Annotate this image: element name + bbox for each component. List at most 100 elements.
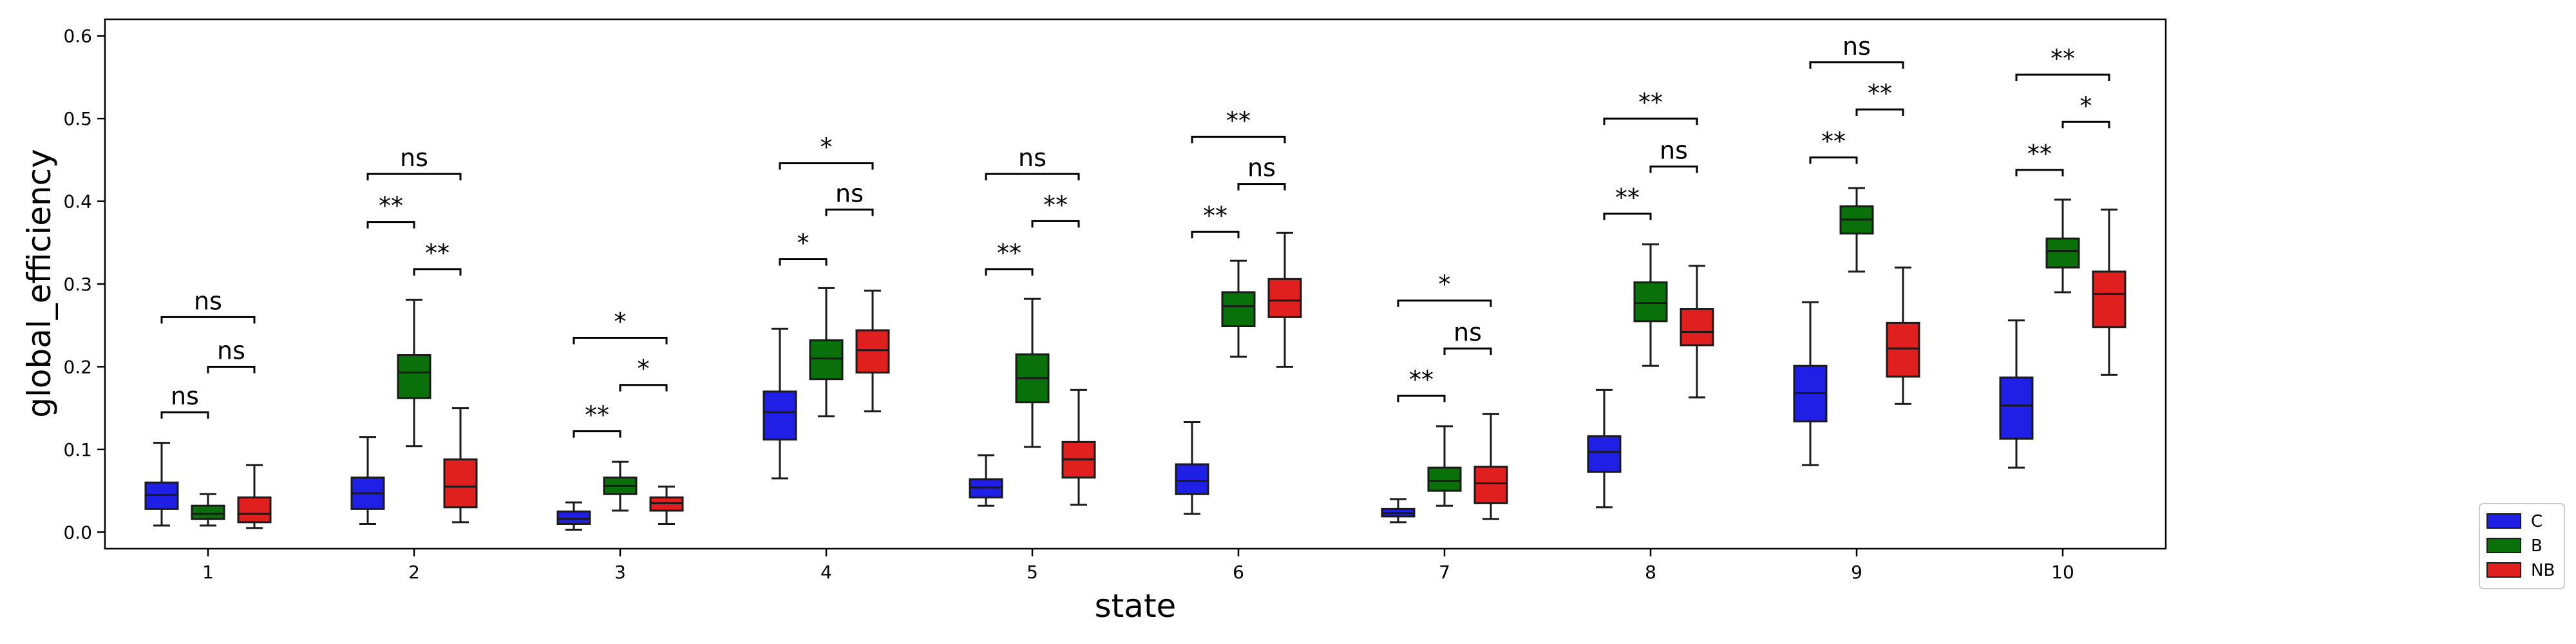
box-body <box>397 354 431 399</box>
box-nb-state-8 <box>1680 265 1714 399</box>
legend-swatch-nb <box>2486 562 2521 578</box>
x-tick-label: 7 <box>1439 562 1450 583</box>
significance-bracket: * <box>573 307 668 345</box>
box-nb-state-10 <box>2092 208 2126 376</box>
box-nb-state-9 <box>1886 266 1920 405</box>
significance-bracket: ** <box>1855 79 1904 116</box>
bracket-line <box>1649 166 1698 173</box>
bracket-line <box>1809 156 1858 164</box>
bracket-line <box>573 336 668 345</box>
bracket-line <box>779 258 828 266</box>
significance-bracket: ns <box>1237 154 1286 191</box>
box-nb-state-5 <box>1061 388 1096 506</box>
significance-label: ns <box>1842 32 1871 61</box>
significance-bracket: ns <box>1649 137 1698 173</box>
significance-label: ns <box>835 179 864 207</box>
bracket-line <box>160 411 209 419</box>
box-c-state-7 <box>1381 498 1416 524</box>
significance-label: ns <box>194 287 222 315</box>
significance-bracket: ** <box>1809 127 1858 164</box>
significance-bracket: ns <box>207 336 256 374</box>
box-body <box>762 390 797 440</box>
significance-label: ** <box>1821 127 1846 155</box>
bracket-line <box>985 173 1080 181</box>
y-axis-label: global_efficiency <box>21 149 58 418</box>
significance-bracket: ** <box>1031 191 1080 228</box>
plot-frame <box>104 18 2167 550</box>
box-nb-state-6 <box>1267 231 1302 368</box>
significance-label: ** <box>997 239 1021 267</box>
box-body <box>443 458 478 509</box>
significance-bracket: ** <box>1603 88 1698 126</box>
bracket-line <box>366 173 462 181</box>
box-c-state-9 <box>1793 301 1828 466</box>
box-b-state-2 <box>397 298 431 448</box>
significance-label: ns <box>171 382 199 410</box>
significance-label: ** <box>1409 365 1434 393</box>
y-tick-label: 0.2 <box>63 356 92 377</box>
bracket-line <box>619 384 668 392</box>
significance-label: ** <box>1203 202 1227 230</box>
significance-label: ** <box>585 401 609 430</box>
y-tick-label: 0.6 <box>63 26 92 47</box>
significance-label: * <box>2080 91 2092 120</box>
box-b-state-10 <box>2045 198 2080 294</box>
bracket-line <box>1809 61 1904 69</box>
box-b-state-3 <box>603 460 638 512</box>
box-body <box>1175 463 1209 495</box>
box-b-state-6 <box>1221 260 1256 358</box>
significance-bracket: ns <box>160 287 256 324</box>
significance-bracket: ** <box>1397 365 1446 402</box>
significance-bracket: * <box>2061 91 2110 129</box>
bracket-line <box>985 268 1034 276</box>
significance-label: ns <box>1660 137 1688 165</box>
significance-label: * <box>614 307 627 336</box>
box-body <box>2092 270 2126 328</box>
box-body <box>1267 278 1302 318</box>
bracket-line <box>2015 73 2110 82</box>
box-c-state-6 <box>1175 421 1209 515</box>
significance-label: ** <box>425 239 450 267</box>
significance-label: ** <box>379 192 403 220</box>
x-tick-label: 6 <box>1233 562 1244 583</box>
box-b-state-1 <box>191 493 225 527</box>
significance-bracket: ** <box>2015 140 2064 176</box>
significance-label: * <box>638 355 650 383</box>
box-body <box>237 496 272 524</box>
box-c-state-5 <box>969 454 1003 507</box>
significance-label: ** <box>1226 106 1251 135</box>
significance-label: ns <box>1247 154 1276 182</box>
y-tick-label: 0.4 <box>63 191 92 213</box>
significance-label: ** <box>1868 79 1892 108</box>
significance-bracket: ns <box>825 179 874 216</box>
significance-bracket: * <box>1397 270 1492 307</box>
bracket-line <box>1855 108 1904 116</box>
y-axis: 0.0 0.1 0.2 0.3 0.4 0.5 0.6 <box>63 26 105 543</box>
legend-label: B <box>2531 536 2543 556</box>
box-body <box>1221 291 1256 328</box>
x-tick-label: 8 <box>1645 562 1656 583</box>
significance-bracket: ** <box>413 239 462 276</box>
box-series <box>144 187 2126 531</box>
bracket-line <box>1443 347 1492 355</box>
significance-bracket: ** <box>1191 106 1286 144</box>
significance-label: ns <box>400 144 428 172</box>
legend-label: NB <box>2531 561 2555 580</box>
significance-bracket: ** <box>1603 184 1652 220</box>
box-body <box>1680 308 1714 346</box>
box-body <box>1886 321 1920 378</box>
box-nb-state-7 <box>1473 413 1508 520</box>
x-tick-label: 5 <box>1027 562 1038 583</box>
bracket-line <box>413 268 462 276</box>
significance-bracket: ns <box>1443 318 1492 355</box>
box-b-state-4 <box>809 287 844 417</box>
box-body <box>1427 466 1462 492</box>
y-tick-label: 0.1 <box>63 439 92 460</box>
legend-swatch-c <box>2486 513 2521 529</box>
bracket-line <box>825 208 874 216</box>
significance-bracket: ns <box>1809 32 1904 69</box>
legend: CB NB <box>2479 503 2565 589</box>
bracket-line <box>779 162 874 170</box>
x-tick-label: 9 <box>1851 562 1862 583</box>
x-tick-label: 3 <box>614 562 626 583</box>
